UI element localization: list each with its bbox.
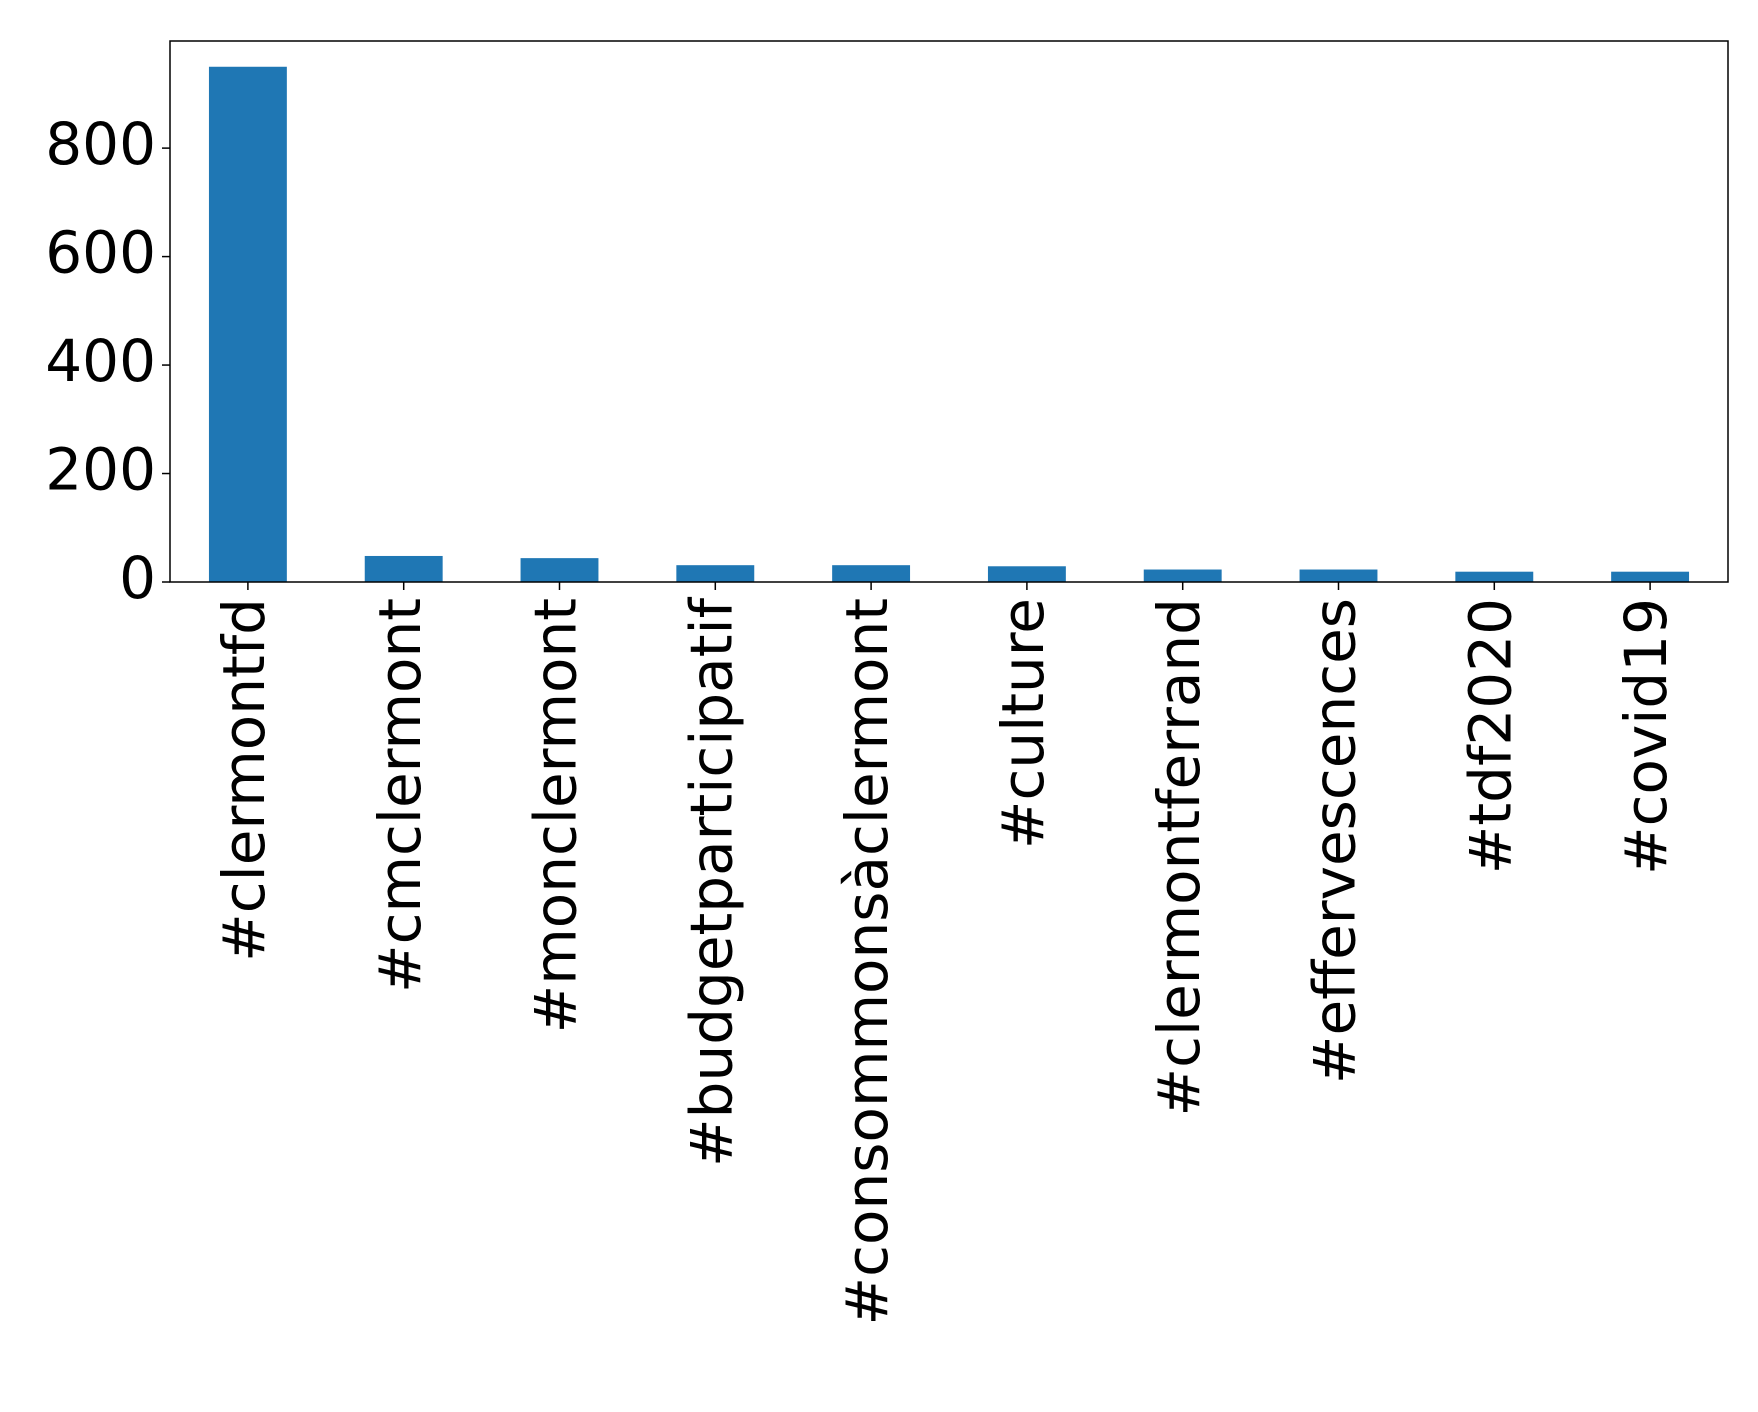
x-tick-label: #budgetparticipatif xyxy=(677,596,745,1167)
x-tick-label: #effervescences xyxy=(1301,598,1369,1084)
plot-frame xyxy=(169,40,1729,583)
y-tick-label: 800 xyxy=(45,110,156,178)
bar xyxy=(208,66,287,582)
bar xyxy=(1299,569,1378,582)
y-tick-label: 600 xyxy=(45,219,156,287)
x-tick-label: #cmclermont xyxy=(366,598,434,993)
x-tick-label: #monclermont xyxy=(522,598,590,1033)
x-tick-label: #consommonsàclermont xyxy=(833,598,901,1325)
x-tick-label: #culture xyxy=(989,598,1057,849)
y-tick-label: 400 xyxy=(45,327,156,395)
y-tick-label: 200 xyxy=(45,436,156,504)
bar xyxy=(520,558,599,582)
y-tick-label: 0 xyxy=(119,544,156,612)
x-tick-label: #clermontfd xyxy=(210,598,278,962)
bar xyxy=(364,555,443,582)
bar xyxy=(676,565,755,582)
x-tick-label: #clermontferrand xyxy=(1145,598,1213,1117)
x-tick-label: #covid19 xyxy=(1612,598,1680,875)
bar xyxy=(1611,571,1690,582)
bar xyxy=(832,565,911,582)
bar xyxy=(1143,569,1222,582)
bar xyxy=(1455,571,1534,582)
bar xyxy=(987,566,1066,582)
x-tick-label: #tdf2020 xyxy=(1456,598,1524,874)
